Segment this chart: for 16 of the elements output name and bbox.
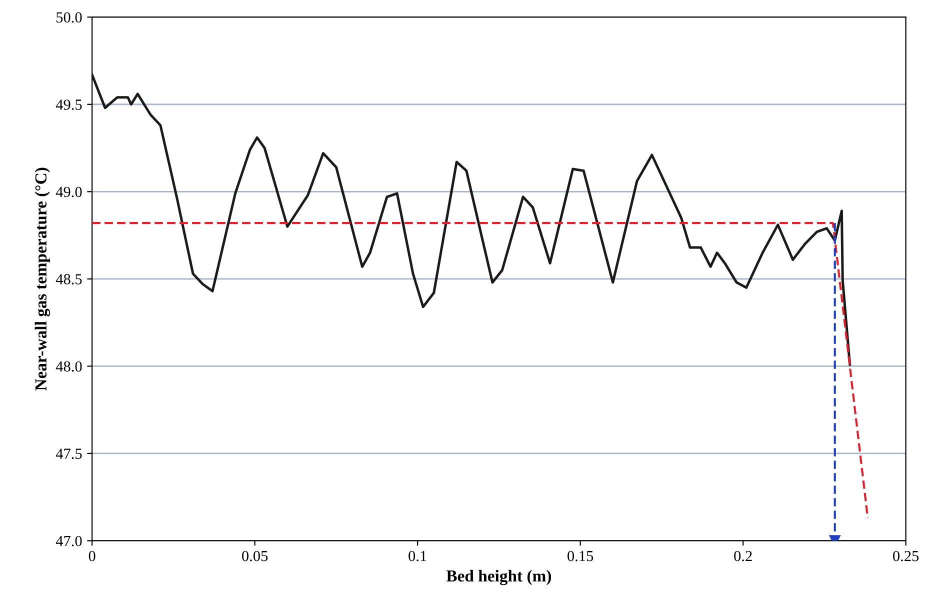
x-tick-label: 0.15 [568,550,594,562]
x-tick-label: 0.25 [893,550,919,562]
y-tick-label: 47.5 [56,448,82,459]
x-tick-label: 0.2 [734,550,752,562]
y-tick-label: 48.5 [56,274,82,284]
x-axis-title: Bed height (m) [446,570,551,586]
x-tick-label: 0.1 [408,550,426,562]
x-tick-label: 0.05 [242,550,268,562]
y-tick-label: 49.5 [56,100,82,110]
y-tick-label: 49.0 [56,186,82,198]
x-tick-label: 0 [88,550,96,562]
line-series [92,73,852,366]
y-tick-label: 47.0 [56,536,82,546]
y-tick-label: 48.0 [56,361,82,372]
y-tick-label: 50.0 [56,12,82,23]
y-axis-title: Near-wall gas temperature (°C) [34,168,50,390]
